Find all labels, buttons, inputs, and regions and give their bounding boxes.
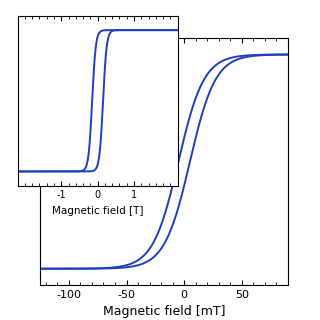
X-axis label: Magnetic field [mT]: Magnetic field [mT] [103, 305, 225, 318]
X-axis label: Magnetic field [T]: Magnetic field [T] [52, 206, 143, 216]
